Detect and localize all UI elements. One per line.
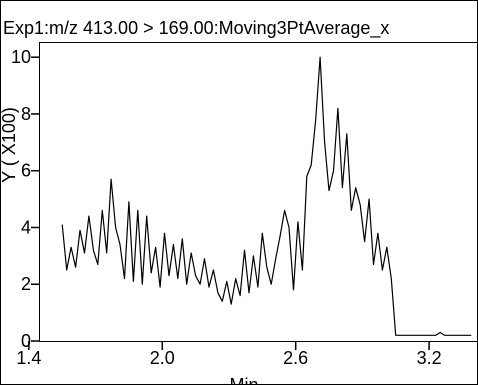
series-line: [61, 56, 472, 336]
y-tick-label: 8: [21, 104, 31, 124]
x-tick-label: 2.0: [150, 348, 175, 368]
y-tick-label: 2: [21, 274, 31, 294]
y-tick-label: 0: [21, 331, 31, 351]
x-tick-label: 2.6: [283, 348, 308, 368]
y-tick-label: 4: [21, 217, 31, 237]
chart-title: Exp1:m/z 413.00 > 169.00:Moving3PtAverag…: [3, 18, 389, 39]
y-axis-label: Y ( X100): [0, 107, 19, 183]
x-tick-label: 3.2: [417, 348, 442, 368]
y-tick-label: 6: [21, 161, 31, 181]
x-axis-ticks: 1.4 2.0 2.6 3.2: [16, 341, 442, 368]
x-axis-label: Min: [229, 375, 258, 385]
x-tick-label: 1.4: [16, 348, 41, 368]
y-tick-label: 10: [11, 47, 31, 67]
y-axis-ticks: 0 2 4 6 8 10: [11, 47, 40, 351]
